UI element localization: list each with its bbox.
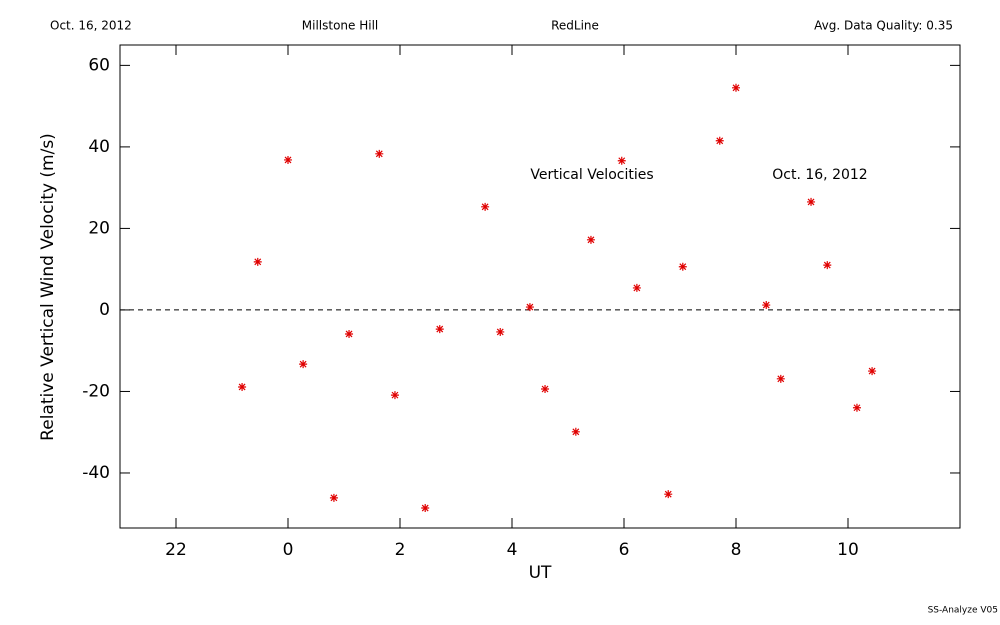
header-date: Oct. 16, 2012 xyxy=(50,19,132,33)
point xyxy=(664,490,673,499)
y-tick-label: 40 xyxy=(88,137,110,157)
point xyxy=(868,367,877,376)
point xyxy=(678,262,687,271)
plot-frame xyxy=(119,44,961,529)
point xyxy=(525,303,534,312)
point xyxy=(807,197,816,206)
point xyxy=(541,385,550,394)
point xyxy=(715,136,724,145)
point xyxy=(253,257,262,266)
point xyxy=(617,156,626,165)
x-tick-label: 8 xyxy=(731,540,742,560)
x-tick-label: 4 xyxy=(507,540,518,560)
x-tick-label: 0 xyxy=(283,540,294,560)
point xyxy=(390,391,399,400)
y-tick-label: 0 xyxy=(99,300,110,320)
x-tick-label: 2 xyxy=(395,540,406,560)
header-quality: Avg. Data Quality: 0.35 xyxy=(814,19,953,33)
point xyxy=(299,360,308,369)
point xyxy=(823,261,832,270)
annotation: Vertical Velocities xyxy=(530,167,653,183)
point xyxy=(852,403,861,412)
annotation: Oct. 16, 2012 xyxy=(772,167,867,183)
point xyxy=(345,329,354,338)
y-axis-label: Relative Vertical Wind Velocity (m/s) xyxy=(38,133,58,441)
point xyxy=(732,83,740,92)
y-tick-label: 20 xyxy=(88,218,110,238)
point xyxy=(586,235,595,244)
point xyxy=(284,155,292,164)
footer: SS-Analyze V05 xyxy=(928,606,998,616)
y-tick-label: -40 xyxy=(82,463,110,483)
point xyxy=(481,202,490,211)
point xyxy=(762,301,771,310)
x-axis-label: UT xyxy=(529,563,552,583)
x-tick-label: 22 xyxy=(165,540,187,560)
point xyxy=(496,327,505,336)
point xyxy=(329,493,338,502)
point xyxy=(571,427,580,436)
header-site: Millstone Hill xyxy=(302,19,378,33)
point xyxy=(375,149,384,158)
point xyxy=(776,374,785,383)
header-line: RedLine xyxy=(551,19,599,33)
point xyxy=(238,382,247,391)
x-tick-label: 6 xyxy=(619,540,630,560)
point xyxy=(435,325,444,334)
x-tick-label: 10 xyxy=(837,540,859,560)
y-tick-label: -20 xyxy=(82,381,110,401)
point xyxy=(632,283,641,292)
y-tick-label: 60 xyxy=(88,55,110,75)
point xyxy=(421,504,430,513)
